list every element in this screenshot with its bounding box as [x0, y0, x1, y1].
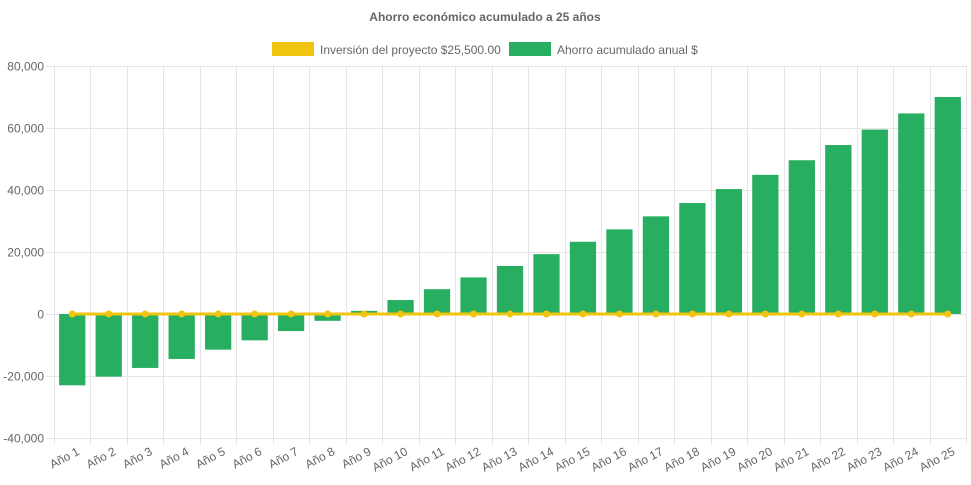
x-tick-label: Año 11 [407, 444, 447, 474]
bar-ahorro-19[interactable] [715, 189, 743, 314]
point-inversion-24[interactable] [907, 310, 915, 318]
x-tick-label: Año 25 [917, 444, 957, 474]
x-tick-label: Año 8 [303, 444, 338, 471]
y-tick-label: 20,000 [7, 246, 44, 260]
point-inversion-12[interactable] [470, 310, 478, 318]
x-tick-label: Año 5 [193, 444, 228, 471]
x-tick-label: Año 20 [735, 444, 775, 474]
x-tick-label: Año 2 [84, 444, 119, 471]
bar-ahorro-25[interactable] [934, 97, 961, 314]
point-inversion-4[interactable] [178, 310, 186, 318]
point-inversion-22[interactable] [834, 310, 842, 318]
x-tick-label: Año 4 [157, 444, 192, 471]
x-tick-label: Año 3 [120, 444, 155, 471]
point-inversion-14[interactable] [542, 310, 550, 318]
point-inversion-3[interactable] [141, 310, 149, 318]
bar-ahorro-13[interactable] [496, 265, 524, 314]
point-inversion-23[interactable] [871, 310, 879, 318]
x-tick-label: Año 7 [266, 444, 301, 471]
x-axis: Año 1 Año 2 Año 3 Año 4 Año 5 Año 6 Año 7 Año 8… [47, 444, 957, 474]
grid [46, 66, 967, 444]
bar-ahorro-12[interactable] [460, 277, 487, 314]
point-inversion-1[interactable] [68, 310, 76, 318]
x-tick-label: Año 19 [698, 444, 738, 474]
bar-ahorro-5[interactable] [205, 314, 232, 350]
point-inversion-17[interactable] [652, 310, 660, 318]
point-inversion-15[interactable] [579, 310, 587, 318]
point-inversion-7[interactable] [287, 310, 295, 318]
bar-ahorro-15[interactable] [569, 241, 597, 314]
x-tick-label: Año 22 [808, 444, 848, 474]
x-tick-label: Año 1 [47, 444, 82, 471]
point-inversion-9[interactable] [360, 310, 368, 318]
x-tick-label: Año 17 [625, 444, 665, 474]
bar-ahorro-14[interactable] [533, 254, 560, 314]
point-inversion-13[interactable] [506, 310, 514, 318]
bar-ahorro-17[interactable] [642, 216, 670, 314]
x-tick-label: Año 10 [370, 444, 410, 474]
legend: Inversión del proyecto $25,500.00 Ahorro… [272, 42, 698, 57]
y-tick-label: -40,000 [3, 432, 44, 446]
point-inversion-16[interactable] [615, 310, 623, 318]
point-inversion-20[interactable] [761, 310, 769, 318]
point-inversion-10[interactable] [397, 310, 405, 318]
legend-swatch-savings [509, 42, 551, 56]
bar-series [59, 97, 961, 386]
bar-ahorro-20[interactable] [752, 174, 779, 314]
bar-ahorro-4[interactable] [168, 314, 195, 359]
x-tick-label: Año 6 [230, 444, 265, 471]
point-inversion-8[interactable] [324, 310, 332, 318]
legend-item-savings[interactable]: Ahorro acumulado anual $ [509, 42, 698, 57]
y-tick-label: -20,000 [3, 370, 44, 384]
x-tick-label: Año 23 [844, 444, 884, 474]
bar-ahorro-22[interactable] [825, 145, 852, 314]
bar-ahorro-16[interactable] [606, 229, 633, 314]
bar-ahorro-10[interactable] [387, 300, 414, 314]
x-tick-label: Año 9 [339, 444, 374, 471]
point-inversion-11[interactable] [433, 310, 441, 318]
y-tick-label: 40,000 [7, 184, 44, 198]
x-tick-label: Año 21 [771, 444, 811, 474]
line-series [68, 310, 952, 318]
bar-ahorro-18[interactable] [679, 203, 706, 314]
point-inversion-6[interactable] [251, 310, 259, 318]
point-inversion-5[interactable] [214, 310, 222, 318]
point-inversion-2[interactable] [105, 310, 113, 318]
x-tick-label: Año 18 [662, 444, 702, 474]
point-inversion-19[interactable] [725, 310, 733, 318]
point-inversion-25[interactable] [944, 310, 952, 318]
bar-ahorro-2[interactable] [95, 314, 122, 377]
y-tick-label: 80,000 [7, 60, 44, 74]
y-tick-label: 60,000 [7, 122, 44, 136]
bar-ahorro-3[interactable] [132, 314, 159, 368]
bar-ahorro-1[interactable] [59, 314, 86, 386]
legend-label-savings: Ahorro acumulado anual $ [557, 43, 698, 57]
chart-title: Ahorro económico acumulado a 25 años [369, 10, 601, 24]
point-inversion-21[interactable] [798, 310, 806, 318]
bar-ahorro-7[interactable] [277, 314, 305, 332]
x-tick-label: Año 14 [516, 444, 556, 474]
bar-ahorro-23[interactable] [861, 129, 888, 314]
legend-item-investment[interactable]: Inversión del proyecto $25,500.00 [272, 42, 501, 57]
legend-label-investment: Inversión del proyecto $25,500.00 [320, 43, 501, 57]
y-tick-label: 0 [37, 308, 44, 322]
bar-ahorro-21[interactable] [788, 160, 815, 314]
y-axis: 80,000 60,000 40,000 20,000 0 -20,000 -40,000 [3, 60, 44, 446]
bar-ahorro-11[interactable] [423, 289, 451, 314]
bar-ahorro-6[interactable] [241, 314, 268, 341]
legend-swatch-investment [272, 42, 314, 56]
x-tick-label: Año 12 [443, 444, 483, 474]
x-tick-label: Año 13 [479, 444, 519, 474]
x-tick-label: Año 15 [552, 444, 592, 474]
point-inversion-18[interactable] [688, 310, 696, 318]
x-tick-label: Año 24 [881, 444, 921, 474]
bar-ahorro-24[interactable] [898, 113, 925, 315]
x-tick-label: Año 16 [589, 444, 629, 474]
